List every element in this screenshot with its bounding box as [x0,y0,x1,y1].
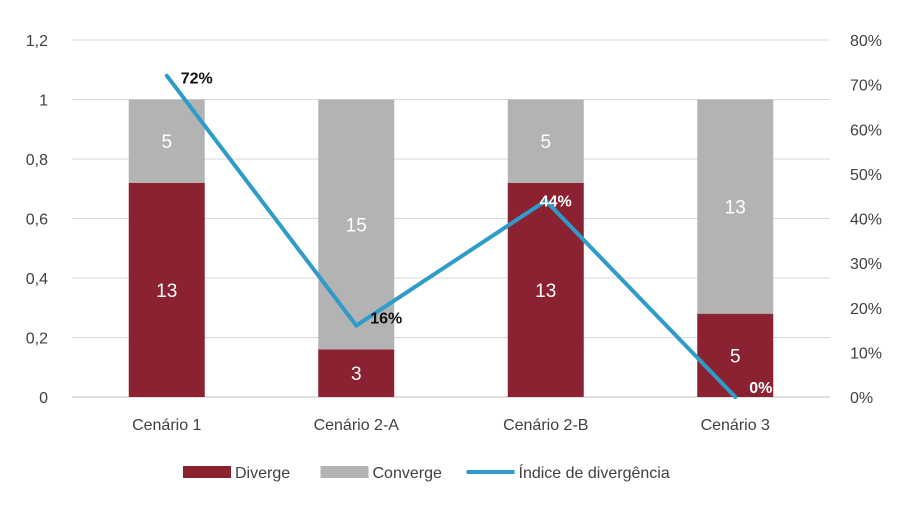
bar-diverge [318,349,395,397]
bar-value-label: 5 [730,346,741,367]
legend: Diverge Converge Índice de divergência [183,463,670,482]
right-tick-label: 30% [850,256,882,273]
category-label: Cenário 2-B [503,417,588,434]
divergence-point [354,323,359,328]
bar-diverge [128,182,205,397]
divergence-point [543,198,548,203]
bar-converge [128,99,205,183]
category-label: Cenário 2-A [314,417,400,434]
right-tick-label: 60% [850,122,882,139]
divergence-label: 72% [181,71,213,88]
legend-label: Diverge [235,465,290,482]
bar-value-label: 13 [156,281,177,302]
right-tick-label: 10% [850,345,882,362]
divergence-line-path [165,74,737,399]
left-tick-label: 1,2 [26,33,48,50]
left-tick-label: 1 [39,93,48,110]
legend-swatch-converge [320,466,369,478]
bar-value-label: 3 [351,364,362,385]
bar-value-label: 5 [161,132,172,153]
divergence-label: 44% [540,194,572,211]
bars: 13 5 3 15 13 5 5 13 [128,99,774,397]
bar-converge [697,99,774,314]
category-axis: Cenário 1 Cenário 2-A Cenário 2-B Cenário 3 [132,417,770,434]
right-tick-label: 20% [850,301,882,318]
left-tick-label: 0,2 [26,331,48,348]
left-tick-label: 0,6 [26,212,48,229]
right-tick-label: 0% [850,390,873,407]
divergence-point [164,73,169,78]
right-tick-label: 50% [850,167,882,184]
bar-diverge [697,313,774,397]
right-tick-label: 70% [850,78,882,95]
category-label: Cenário 3 [701,417,770,434]
left-tick-label: 0 [39,390,48,407]
divergence-label: 0% [749,380,772,397]
legend-swatch-diverge [183,466,231,478]
left-tick-label: 0,4 [26,271,48,288]
bar-value-label: 5 [540,132,551,153]
divergence-line: 72% 16% 44% 0% [164,71,772,399]
bar-value-label: 13 [725,198,746,219]
right-axis: 0% 10% 20% 30% 40% 50% 60% 70% 80% [850,33,882,407]
bar-value-label: 15 [346,215,367,236]
bar-value-label: 13 [535,281,556,302]
left-axis: 0 0,2 0,4 0,6 0,8 1 1,2 [26,33,48,407]
right-tick-label: 80% [850,33,882,50]
bar-converge [507,99,584,183]
divergence-label: 16% [370,311,402,328]
left-tick-label: 0,8 [26,152,48,169]
legend-label: Índice de divergência [519,463,670,482]
category-label: Cenário 1 [132,417,201,434]
legend-label: Converge [373,465,442,482]
divergence-point [733,395,738,399]
right-tick-label: 40% [850,212,882,229]
